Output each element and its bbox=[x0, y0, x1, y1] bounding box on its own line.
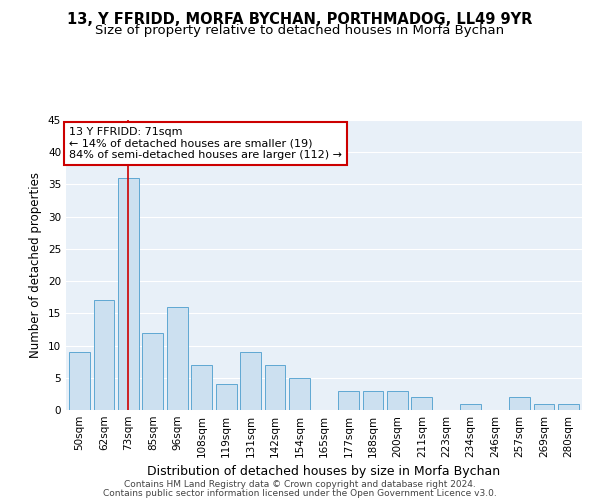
Bar bbox=[265, 365, 286, 410]
Bar bbox=[534, 404, 554, 410]
Bar bbox=[558, 404, 579, 410]
Text: Contains public sector information licensed under the Open Government Licence v3: Contains public sector information licen… bbox=[103, 489, 497, 498]
Bar bbox=[69, 352, 90, 410]
Bar bbox=[338, 390, 359, 410]
Bar bbox=[509, 397, 530, 410]
Bar bbox=[362, 390, 383, 410]
Bar bbox=[191, 365, 212, 410]
Bar bbox=[142, 332, 163, 410]
Text: 13, Y FFRIDD, MORFA BYCHAN, PORTHMADOG, LL49 9YR: 13, Y FFRIDD, MORFA BYCHAN, PORTHMADOG, … bbox=[67, 12, 533, 28]
Bar bbox=[387, 390, 408, 410]
Bar bbox=[412, 397, 432, 410]
Bar bbox=[289, 378, 310, 410]
Text: 13 Y FFRIDD: 71sqm
← 14% of detached houses are smaller (19)
84% of semi-detache: 13 Y FFRIDD: 71sqm ← 14% of detached hou… bbox=[68, 127, 341, 160]
Y-axis label: Number of detached properties: Number of detached properties bbox=[29, 172, 43, 358]
Bar bbox=[216, 384, 236, 410]
Text: Contains HM Land Registry data © Crown copyright and database right 2024.: Contains HM Land Registry data © Crown c… bbox=[124, 480, 476, 489]
Text: Size of property relative to detached houses in Morfa Bychan: Size of property relative to detached ho… bbox=[95, 24, 505, 37]
X-axis label: Distribution of detached houses by size in Morfa Bychan: Distribution of detached houses by size … bbox=[148, 466, 500, 478]
Bar bbox=[460, 404, 481, 410]
Bar bbox=[167, 307, 188, 410]
Bar bbox=[94, 300, 114, 410]
Bar bbox=[118, 178, 139, 410]
Bar bbox=[240, 352, 261, 410]
